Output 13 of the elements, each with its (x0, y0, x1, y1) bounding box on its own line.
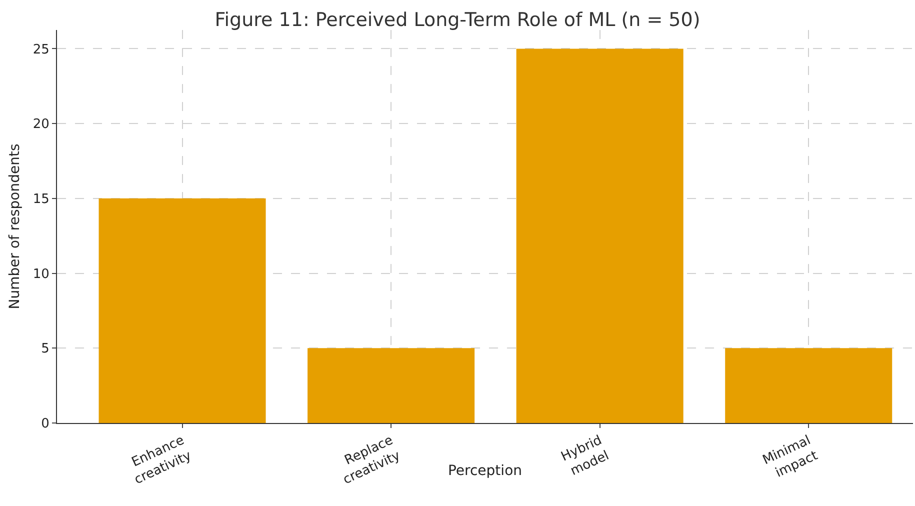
bar (98, 198, 266, 423)
bar (516, 48, 684, 423)
bar (308, 348, 475, 423)
chart-title: Figure 11: Perceived Long-Term Role of ML (n = 50) (214, 8, 700, 31)
x-axis-title: Perception (448, 463, 522, 479)
y-axis-title: Number of respondents (7, 144, 23, 310)
bar (725, 348, 892, 423)
y-tick-label: 20 (32, 117, 50, 132)
y-tick-label: 15 (32, 192, 50, 207)
y-tick-label: 25 (32, 42, 50, 58)
y-tick-label: 10 (32, 266, 50, 282)
y-tick-label: 5 (41, 342, 50, 357)
y-tick-label: 0 (41, 416, 50, 432)
